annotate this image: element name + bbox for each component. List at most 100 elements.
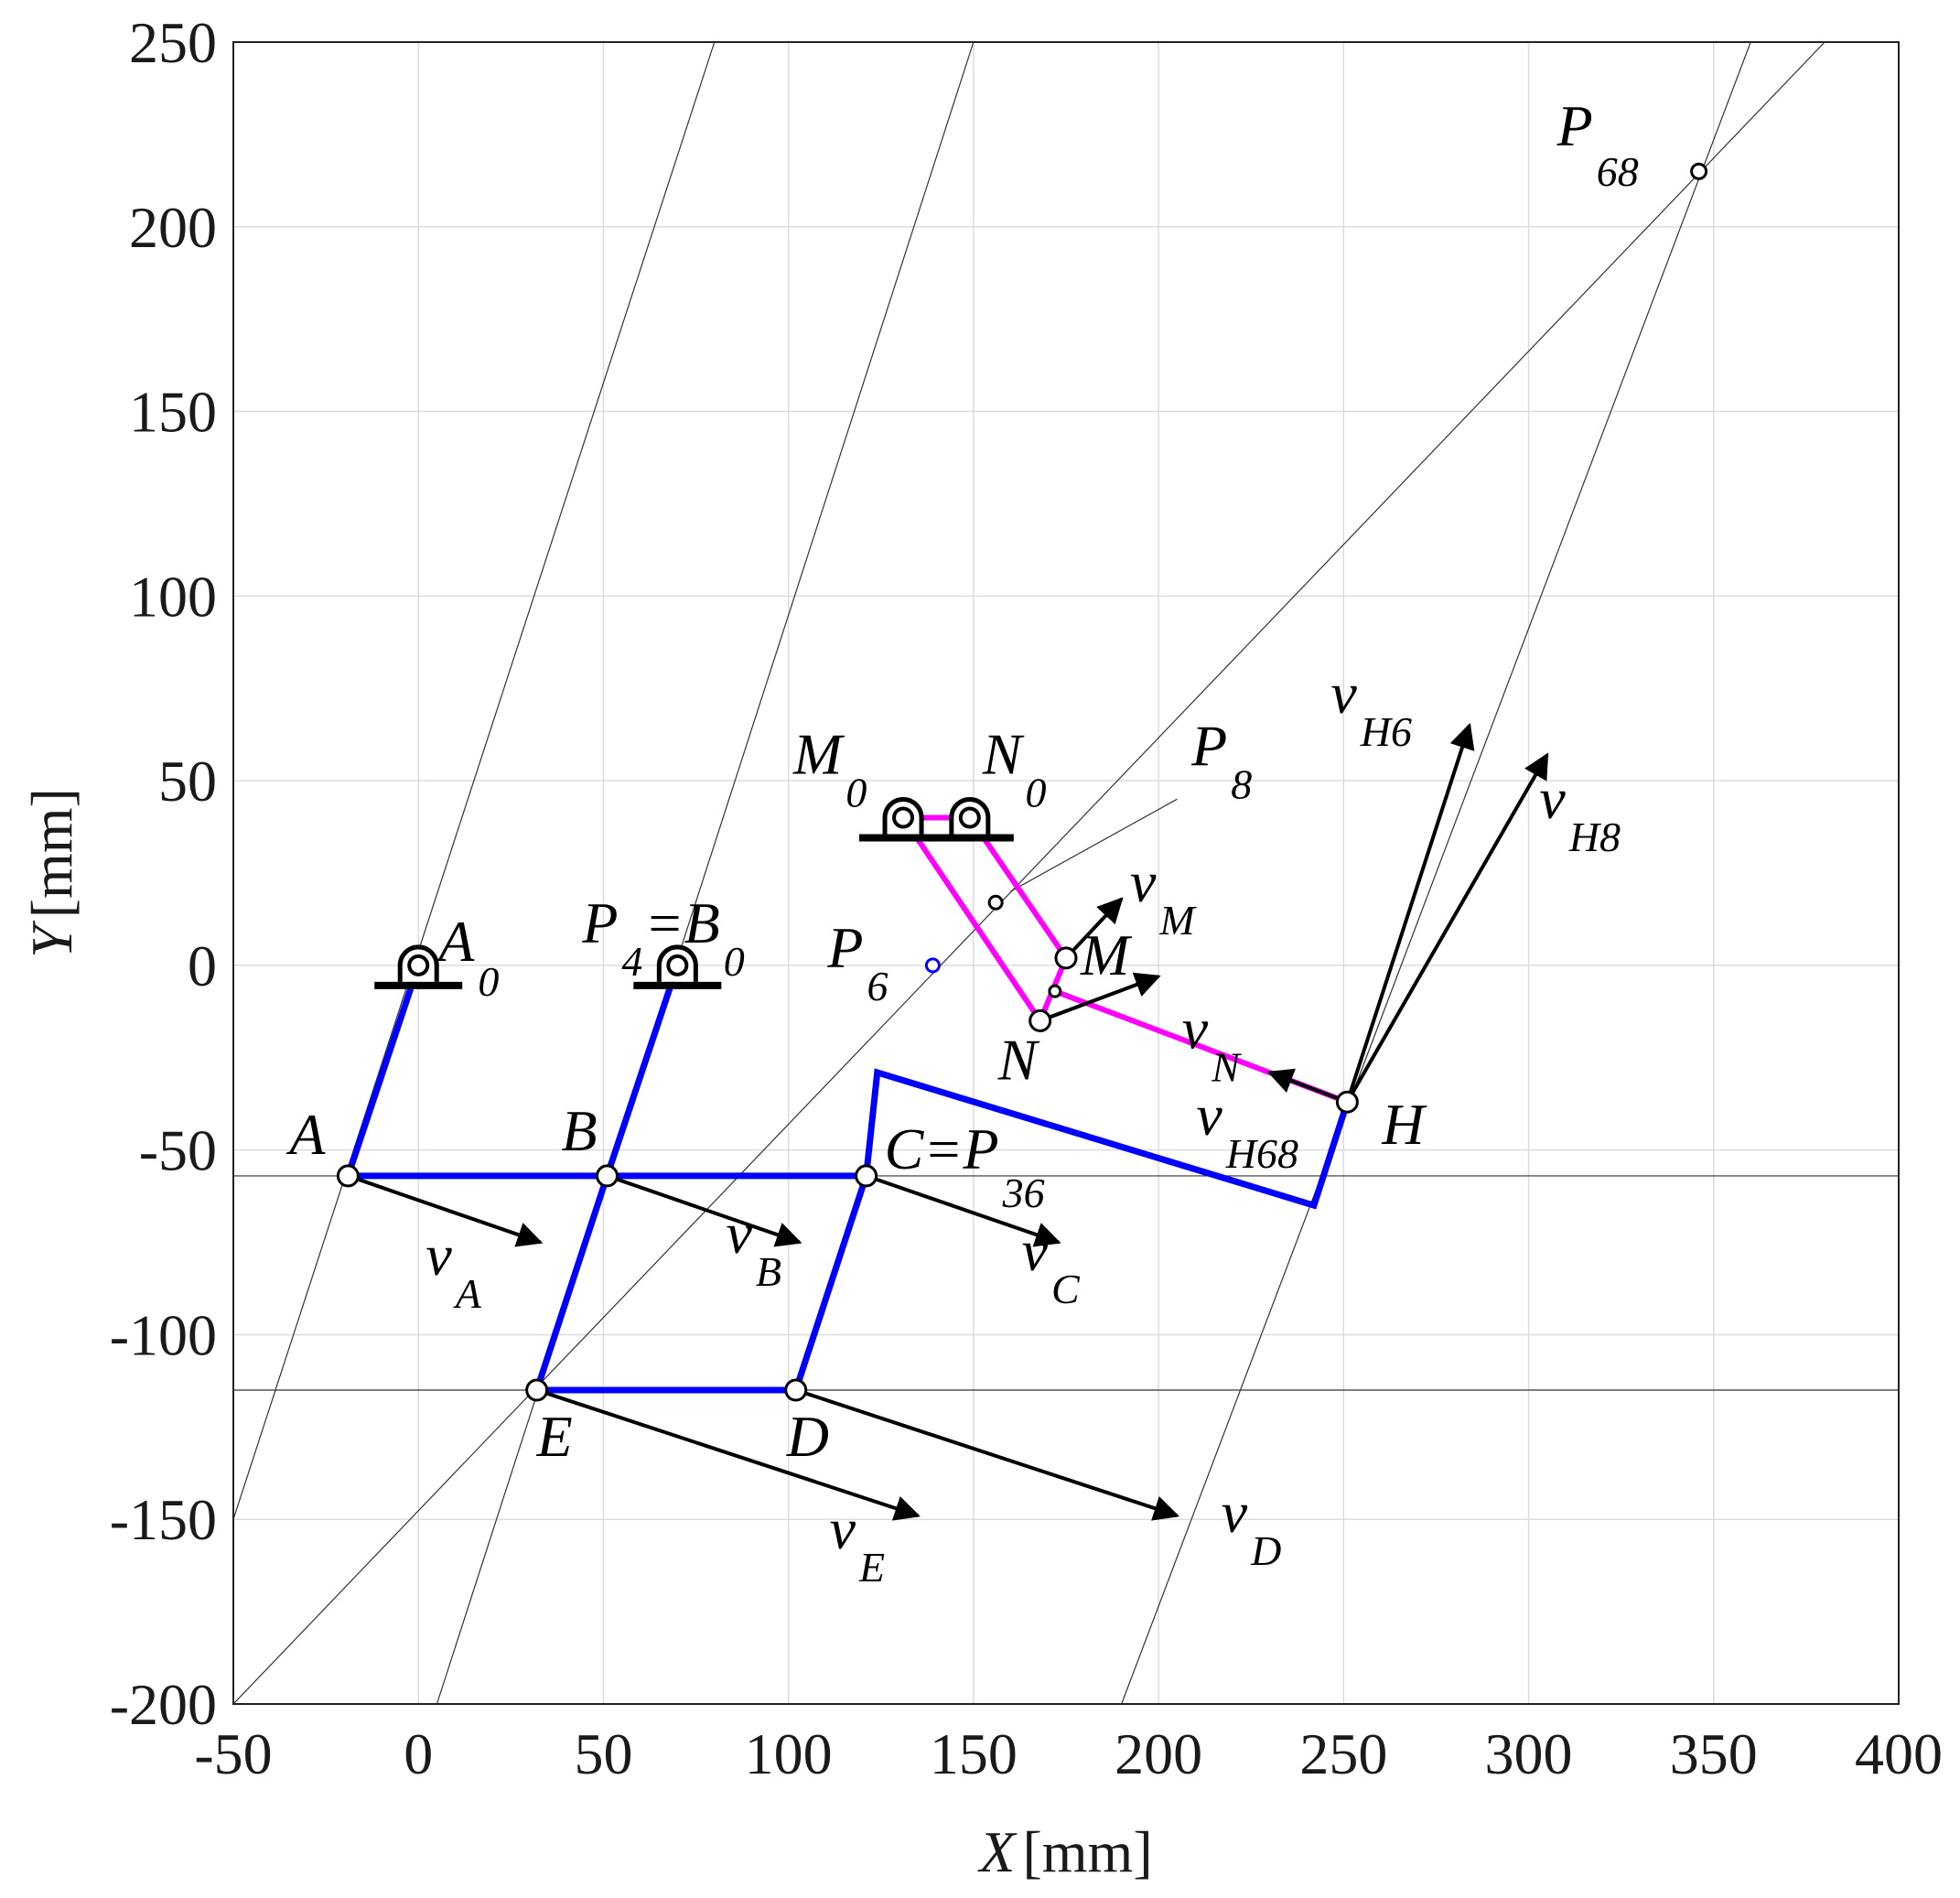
velocity-vector-vb — [606, 1174, 802, 1247]
y-tick-label: 250 — [129, 10, 217, 75]
label-sub: 8 — [1231, 760, 1252, 807]
construction-line — [233, 42, 716, 1520]
joint-m — [1054, 946, 1078, 970]
x-tick-label: 200 — [1115, 1721, 1202, 1786]
y-tick-label: -200 — [110, 1672, 217, 1737]
velocity-vector-va — [347, 1174, 544, 1247]
label-e: E — [536, 1404, 573, 1469]
label-main: N — [982, 721, 1025, 786]
x-tick-label: 300 — [1485, 1721, 1573, 1786]
link-a0-a — [345, 964, 422, 1178]
grid-layer — [233, 42, 1899, 1704]
label-vc: vC — [1022, 1218, 1081, 1312]
velocity-vector-ve — [536, 1388, 921, 1521]
label-sub: 6 — [867, 963, 888, 1009]
link-d-c — [792, 1174, 869, 1392]
construction-lines — [233, 42, 1899, 1704]
label-ve: vE — [830, 1496, 886, 1591]
y-axis-label: Y[mm] — [19, 788, 84, 958]
x-tick-label: 150 — [930, 1721, 1018, 1786]
label-main: v — [1130, 849, 1157, 914]
label-main: P — [1190, 713, 1227, 778]
x-tick-label: -50 — [194, 1721, 272, 1786]
label-vh6: vH6 — [1330, 661, 1412, 755]
joint-h — [1335, 1090, 1359, 1114]
label-main: P — [581, 890, 618, 955]
y-axis-unit: [mm] — [19, 788, 84, 918]
velocity-vectors — [347, 722, 1549, 1521]
joint-n — [1028, 1008, 1052, 1032]
x-axis-var: X — [976, 1819, 1018, 1884]
label-main: v — [726, 1201, 752, 1266]
label-sub: B — [756, 1248, 781, 1295]
joints — [336, 162, 1708, 1402]
label-d: D — [786, 1404, 829, 1469]
x-tick-label: 0 — [404, 1721, 433, 1786]
x-tick-label: 350 — [1670, 1721, 1758, 1786]
joint-e — [525, 1378, 549, 1402]
label-main: A — [435, 909, 475, 974]
joint-mn-h — [1048, 984, 1062, 998]
link-b0-b — [604, 964, 681, 1178]
label-a0: A0 — [435, 909, 499, 1005]
label-vb: vB — [726, 1201, 781, 1295]
label-main: B — [561, 1098, 597, 1163]
label-sub: C — [1051, 1266, 1081, 1312]
label-sub: H6 — [1360, 708, 1412, 755]
velocity-vector-vm — [1064, 897, 1124, 960]
x-tick-label: 50 — [574, 1721, 632, 1786]
label-main: v — [830, 1496, 856, 1561]
joint-p68 — [1690, 162, 1708, 180]
label-vh8: vH8 — [1539, 766, 1621, 860]
label-main: M — [792, 721, 845, 786]
construction-line — [1121, 42, 1751, 1704]
label-main: P — [1556, 93, 1593, 158]
label-main: v — [1022, 1218, 1049, 1283]
label-p68: P68 — [1556, 93, 1639, 195]
label-main: M — [1080, 922, 1133, 987]
joint-a — [336, 1164, 360, 1188]
y-tick-label: 100 — [129, 564, 217, 629]
joint-m0 — [892, 806, 915, 829]
label-main: N — [997, 1027, 1040, 1092]
label-b: B — [561, 1098, 597, 1163]
label-main: v — [1330, 661, 1357, 726]
y-tick-label: -150 — [110, 1487, 217, 1552]
label-a: A — [285, 1102, 326, 1167]
label-sub: 4 — [621, 938, 642, 985]
joint-c — [855, 1164, 878, 1188]
link-m0-n — [900, 815, 1043, 1023]
y-tick-label: 150 — [129, 380, 217, 445]
label-n: N — [997, 1027, 1040, 1092]
construction-line — [233, 42, 1825, 1704]
label-vd: vD — [1222, 1480, 1282, 1574]
label-main: v — [1539, 766, 1566, 831]
label-main: v — [1196, 1083, 1222, 1148]
joint-b0 — [666, 954, 689, 976]
label-sub: 68 — [1597, 148, 1639, 195]
label-main: v — [1222, 1480, 1248, 1545]
label-sub: 0 — [1026, 769, 1047, 815]
construction-line — [1010, 798, 1178, 892]
label-main: A — [285, 1102, 326, 1167]
velocity-vector-vh8 — [1345, 752, 1549, 1104]
construction-line — [436, 42, 975, 1704]
joint-b — [595, 1164, 619, 1188]
label-m: M — [1080, 922, 1133, 987]
label-sub: 0 — [845, 769, 867, 815]
label-sub: A — [453, 1270, 482, 1317]
label-main: v — [1182, 996, 1209, 1061]
link-b-e — [533, 1174, 610, 1392]
x-axis-label: X [mm] — [976, 1819, 1152, 1884]
y-axis-var: Y — [19, 920, 84, 958]
label-main: v — [425, 1223, 452, 1288]
joint-p6 — [924, 957, 941, 974]
x-tick-label: 100 — [745, 1721, 833, 1786]
label-p4b0: P4=B0 — [581, 890, 744, 985]
joint-n0 — [958, 806, 981, 829]
y-tick-label: 200 — [129, 195, 217, 260]
label-cp36: C=P36 — [885, 1116, 1045, 1216]
label-p6: P6 — [826, 915, 888, 1009]
